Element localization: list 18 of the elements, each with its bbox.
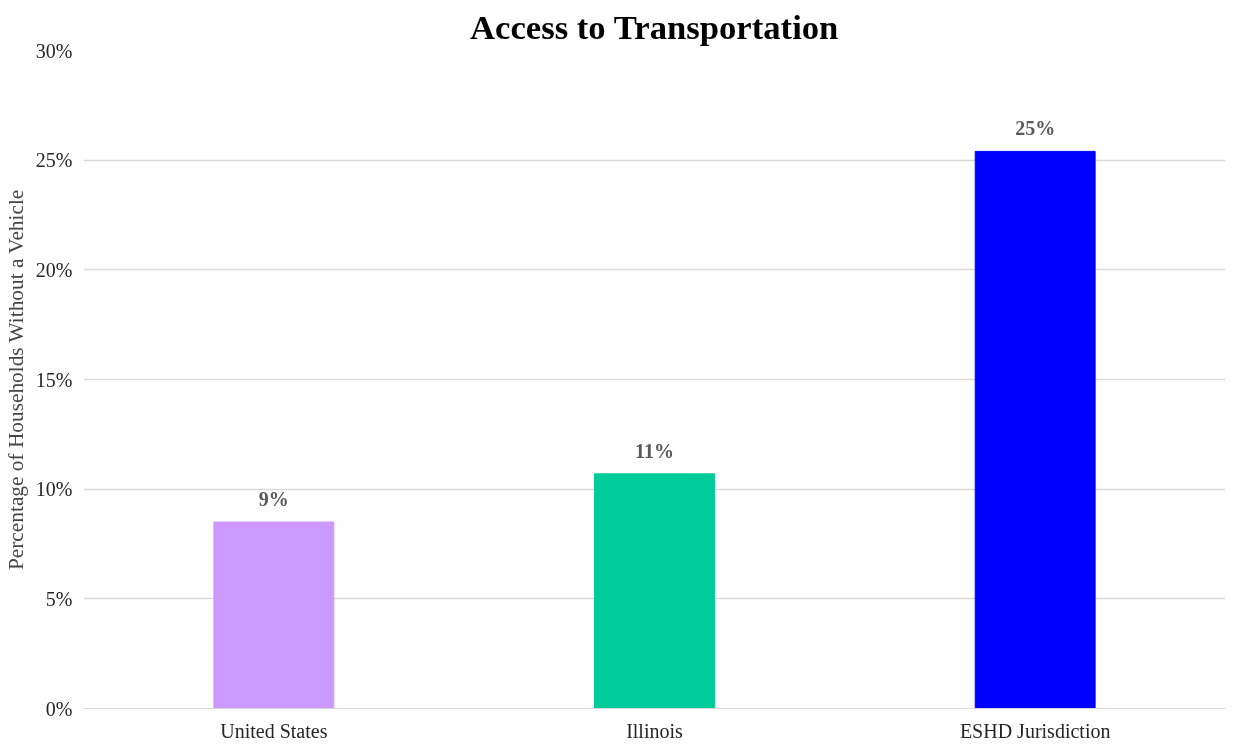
chart-title: Access to Transportation (470, 7, 839, 46)
y-tick-label: 5% (45, 587, 73, 610)
x-tick-label: Illinois (626, 719, 684, 742)
y-tick-label: 0% (45, 697, 73, 720)
y-tick-label: 10% (35, 478, 73, 501)
bar (974, 150, 1096, 709)
x-tick-label: ESHD Jurisdiction (959, 719, 1111, 742)
data-label: 9% (258, 488, 289, 511)
y-axis-title: Percentage of Households Without a Vehicle (3, 189, 28, 571)
y-tick-label: 20% (35, 258, 73, 281)
bar (594, 473, 715, 709)
bar (213, 521, 335, 709)
x-tick-label: United States (220, 719, 328, 742)
y-tick-label: 25% (35, 149, 73, 172)
y-tick-label: 30% (35, 39, 73, 62)
data-label: 25% (1015, 117, 1056, 140)
data-label: 11% (635, 439, 674, 462)
y-tick-label: 15% (35, 368, 73, 391)
